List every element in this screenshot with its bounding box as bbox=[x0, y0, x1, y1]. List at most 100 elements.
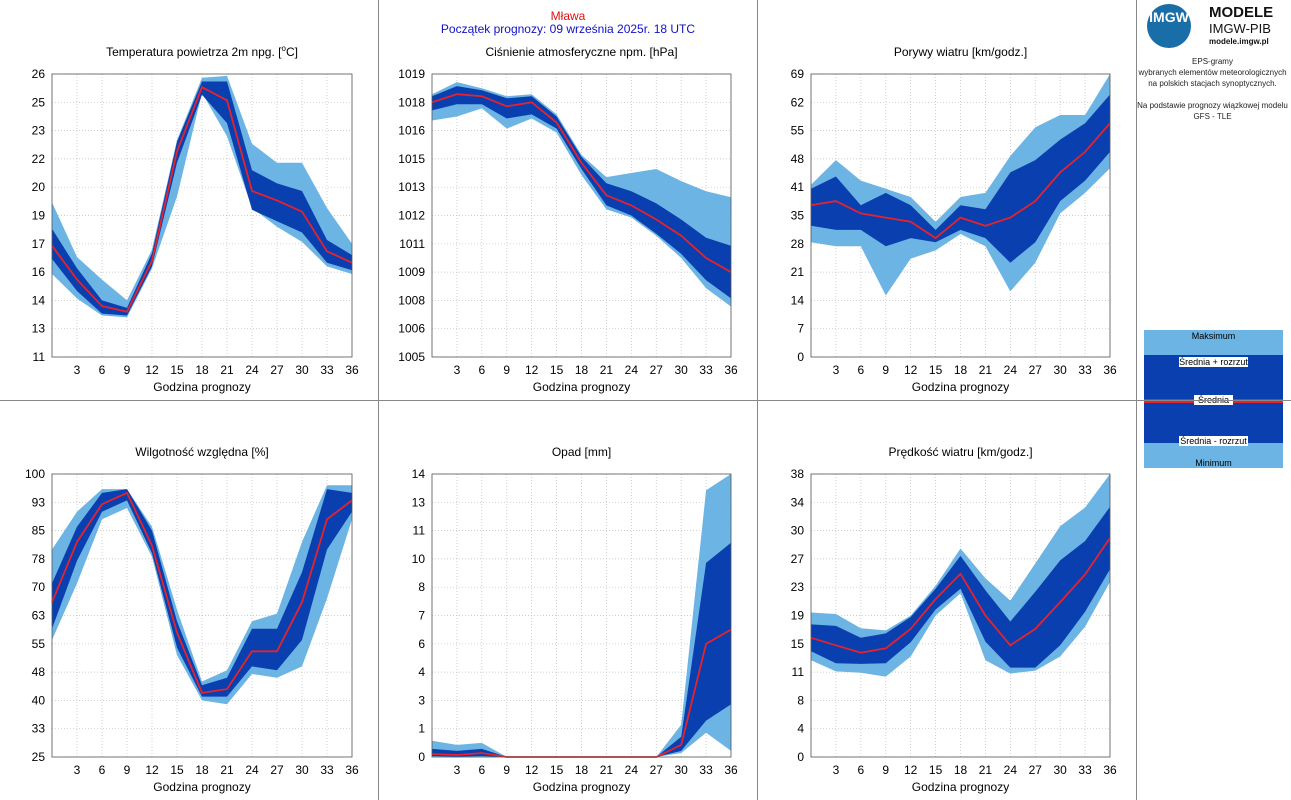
y-tick-label: 8 bbox=[797, 693, 804, 707]
x-tick-label: 6 bbox=[857, 763, 864, 777]
y-tick-label: 62 bbox=[791, 95, 805, 109]
x-tick-label: 15 bbox=[170, 363, 184, 377]
y-tick-label: 10 bbox=[412, 552, 426, 566]
forecast-start: Początek prognozy: 09 września 2025r. 18… bbox=[440, 22, 696, 36]
x-tick-label: 9 bbox=[503, 363, 510, 377]
x-tick-label: 18 bbox=[575, 763, 589, 777]
x-tick-label: 27 bbox=[650, 363, 664, 377]
y-tick-label: 48 bbox=[791, 152, 805, 166]
y-tick-label: 55 bbox=[32, 637, 46, 651]
x-tick-label: 6 bbox=[478, 763, 485, 777]
x-tick-label: 30 bbox=[1053, 363, 1067, 377]
station-name: Mława bbox=[550, 9, 586, 23]
x-tick-label: 3 bbox=[454, 763, 461, 777]
x-tick-label: 21 bbox=[600, 363, 614, 377]
y-tick-label: 1015 bbox=[398, 152, 425, 166]
description-line: Na podstawie prognozy wiązkowej modelu bbox=[1137, 101, 1288, 110]
plot-frame bbox=[431, 473, 732, 758]
y-tick-label: 6 bbox=[418, 637, 425, 651]
imgw-logo-mark: IMGW bbox=[1147, 4, 1191, 48]
y-tick-label: 28 bbox=[791, 237, 805, 251]
chart-title: Porywy wiatru [km/godz.] bbox=[894, 45, 1027, 59]
y-tick-label: 85 bbox=[32, 524, 46, 538]
chart-title: Ciśnienie atmosferyczne npm. [hPa] bbox=[485, 45, 677, 59]
y-tick-label: 25 bbox=[32, 95, 46, 109]
y-tick-label: 55 bbox=[791, 124, 805, 138]
y-tick-label: 0 bbox=[797, 750, 804, 764]
y-tick-label: 13 bbox=[412, 495, 426, 509]
plot-frame bbox=[810, 73, 1111, 358]
y-tick-label: 20 bbox=[32, 180, 46, 194]
chart-title: Opad [mm] bbox=[552, 445, 611, 459]
x-axis-label: Godzina prognozy bbox=[153, 780, 250, 794]
y-tick-label: 15 bbox=[791, 637, 805, 651]
y-tick-label: 1018 bbox=[398, 95, 425, 109]
x-tick-label: 24 bbox=[625, 763, 639, 777]
x-tick-label: 3 bbox=[454, 363, 461, 377]
x-tick-label: 21 bbox=[600, 763, 614, 777]
description-line: GFS - TLE bbox=[1193, 112, 1232, 121]
plot-frame bbox=[51, 473, 353, 758]
x-axis-label: Godzina prognozy bbox=[533, 780, 630, 794]
y-tick-label: 27 bbox=[791, 552, 805, 566]
x-tick-label: 15 bbox=[929, 763, 943, 777]
chart-title: Wilgotność względna [%] bbox=[135, 445, 268, 459]
x-tick-label: 18 bbox=[954, 763, 968, 777]
x-tick-label: 15 bbox=[170, 763, 184, 777]
x-axis-label: Godzina prognozy bbox=[153, 380, 250, 394]
x-tick-label: 27 bbox=[270, 763, 284, 777]
spread-band bbox=[52, 489, 352, 697]
x-tick-label: 18 bbox=[954, 363, 968, 377]
logo-subtitle: IMGW-PIB bbox=[1209, 21, 1271, 36]
mean-line bbox=[810, 537, 1111, 654]
x-tick-label: 15 bbox=[550, 363, 564, 377]
y-tick-label: 1008 bbox=[398, 293, 425, 307]
y-tick-label: 40 bbox=[32, 693, 46, 707]
chart-panel-2: 1005 1006 1008 1009 1011 1012 1013 1015 1016 1018… bbox=[398, 45, 738, 394]
chart-title-end: C] bbox=[286, 45, 298, 59]
description-line: na polskich stacjach synoptycznych. bbox=[1148, 79, 1277, 88]
y-tick-label: 4 bbox=[418, 665, 425, 679]
envelope-band bbox=[432, 474, 731, 757]
x-tick-label: 15 bbox=[929, 363, 943, 377]
y-tick-label: 0 bbox=[418, 750, 425, 764]
description-text: EPS-gramy wybranych elementów meteorolog… bbox=[1130, 56, 1291, 122]
x-tick-label: 3 bbox=[833, 363, 840, 377]
x-tick-label: 18 bbox=[195, 363, 209, 377]
x-tick-label: 9 bbox=[124, 763, 131, 777]
x-tick-label: 6 bbox=[99, 763, 106, 777]
y-tick-label: 35 bbox=[791, 209, 805, 223]
y-tick-label: 21 bbox=[791, 265, 805, 279]
x-tick-label: 30 bbox=[295, 763, 309, 777]
chart-title: Prędkość wiatru [km/godz.] bbox=[888, 445, 1032, 459]
x-tick-label: 3 bbox=[74, 363, 81, 377]
x-tick-label: 27 bbox=[650, 763, 664, 777]
y-tick-label: 30 bbox=[791, 524, 805, 538]
x-tick-label: 12 bbox=[525, 363, 539, 377]
y-tick-label: 0 bbox=[797, 350, 804, 364]
logo-title: MODELE bbox=[1209, 4, 1274, 21]
plot-frame bbox=[431, 73, 732, 358]
x-tick-label: 33 bbox=[320, 763, 334, 777]
x-tick-label: 15 bbox=[550, 763, 564, 777]
x-tick-label: 9 bbox=[882, 363, 889, 377]
x-tick-label: 24 bbox=[245, 763, 259, 777]
x-tick-label: 33 bbox=[1078, 763, 1092, 777]
legend-label-min: Minimum bbox=[1195, 458, 1232, 468]
y-tick-label: 33 bbox=[32, 722, 46, 736]
x-tick-label: 30 bbox=[1053, 763, 1067, 777]
plot-frame bbox=[810, 473, 1111, 758]
y-tick-label: 78 bbox=[32, 552, 46, 566]
x-tick-label: 36 bbox=[345, 763, 359, 777]
y-tick-label: 63 bbox=[32, 609, 46, 623]
x-axis-label: Godzina prognozy bbox=[533, 380, 630, 394]
mean-line bbox=[431, 93, 732, 273]
y-tick-label: 1006 bbox=[398, 322, 425, 336]
y-tick-label: 1012 bbox=[398, 209, 425, 223]
y-tick-label: 14 bbox=[791, 293, 805, 307]
spread-band bbox=[811, 94, 1110, 263]
x-tick-label: 3 bbox=[833, 763, 840, 777]
x-tick-label: 27 bbox=[1029, 363, 1043, 377]
